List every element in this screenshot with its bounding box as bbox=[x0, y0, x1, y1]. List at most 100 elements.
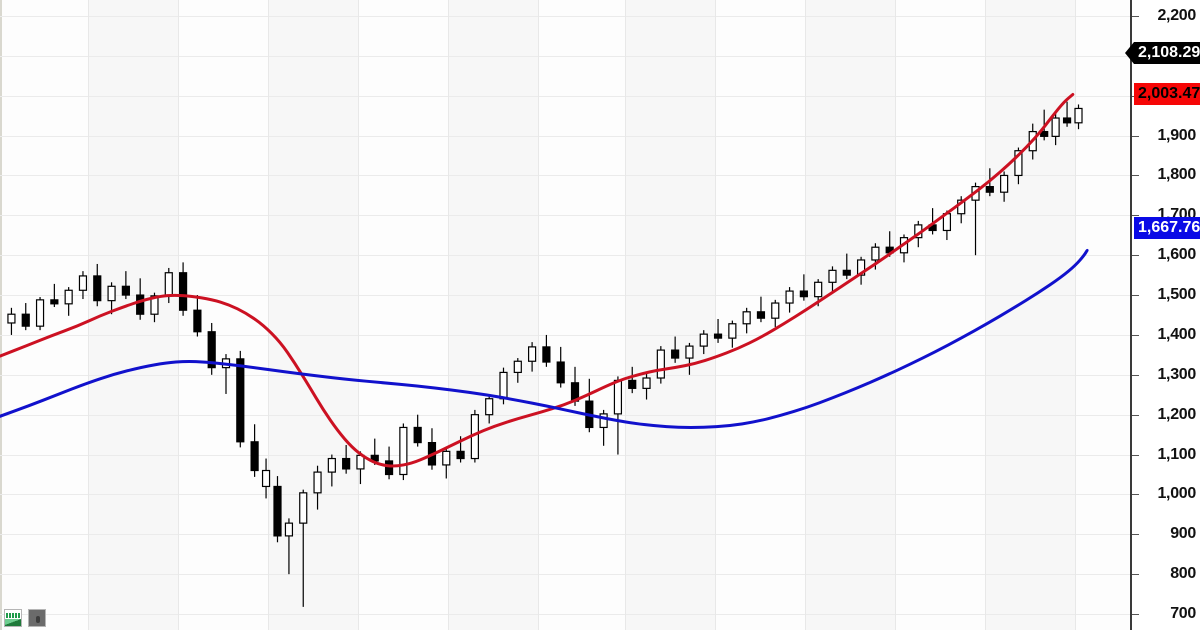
candle-body bbox=[93, 275, 102, 302]
axis-price-label: 1,900 bbox=[1157, 126, 1196, 144]
candle-body bbox=[713, 333, 723, 339]
candle-body bbox=[814, 281, 823, 298]
axis-price-label: 1,400 bbox=[1157, 325, 1196, 343]
candle-body bbox=[685, 345, 694, 359]
candle-body bbox=[756, 311, 766, 319]
gridline-vertical bbox=[538, 0, 539, 630]
candle-body bbox=[1062, 117, 1072, 124]
axis-tick bbox=[1132, 494, 1139, 496]
gridline-horizontal bbox=[0, 135, 1130, 137]
axis-price-label: 1,500 bbox=[1157, 286, 1196, 304]
gridline-horizontal bbox=[0, 175, 1130, 177]
window-icon[interactable] bbox=[28, 609, 46, 627]
gridline-vertical bbox=[178, 0, 179, 630]
axis-tick bbox=[1132, 295, 1139, 297]
candle-body bbox=[528, 346, 537, 362]
candle-body bbox=[78, 275, 88, 291]
candle-body bbox=[284, 522, 294, 537]
candle-body bbox=[136, 294, 145, 315]
gridline-horizontal bbox=[0, 334, 1130, 336]
candle-body bbox=[485, 398, 494, 416]
candle-body bbox=[742, 311, 751, 325]
gridline-vertical bbox=[88, 0, 89, 630]
candle-body bbox=[728, 323, 737, 339]
chart-document-icon[interactable] bbox=[4, 609, 22, 627]
gridline-vertical bbox=[1075, 0, 1076, 630]
taskbar-icons[interactable] bbox=[4, 609, 46, 627]
candle-body bbox=[342, 457, 351, 470]
candle-body bbox=[842, 269, 851, 276]
candle-body bbox=[513, 360, 522, 374]
axis-tick bbox=[1132, 334, 1139, 336]
axis-tick bbox=[1132, 175, 1139, 177]
candle-body bbox=[1051, 117, 1060, 137]
axis-tick bbox=[1132, 414, 1139, 416]
candle-body bbox=[21, 313, 30, 327]
shading-band bbox=[448, 0, 538, 630]
candle-body bbox=[107, 285, 116, 302]
axis-tick bbox=[1132, 534, 1139, 536]
axis-tick bbox=[1132, 135, 1139, 137]
candle-body bbox=[313, 471, 322, 494]
candle-body bbox=[785, 290, 794, 304]
candle-body bbox=[499, 371, 508, 400]
candle-body bbox=[599, 413, 608, 429]
axis-price-label: 1,600 bbox=[1157, 246, 1196, 264]
gridline-horizontal bbox=[0, 374, 1130, 376]
gridline-horizontal bbox=[0, 295, 1130, 297]
axis-price-label: 2,200 bbox=[1157, 6, 1196, 24]
candle-body bbox=[871, 246, 880, 261]
gridline-vertical bbox=[985, 0, 986, 630]
chart-plot-area[interactable] bbox=[0, 0, 1130, 630]
candle-body bbox=[250, 441, 259, 472]
price-axis-line bbox=[1130, 0, 1132, 630]
candle-body bbox=[799, 290, 808, 298]
candle-body bbox=[261, 469, 271, 488]
axis-tick bbox=[1132, 15, 1139, 17]
ma-line bbox=[0, 248, 1089, 429]
shading-band bbox=[268, 0, 358, 630]
candle-body bbox=[64, 289, 73, 305]
axis-tick bbox=[1132, 614, 1139, 616]
slow-ma-value-marker[interactable]: 1,667.76 bbox=[1134, 217, 1200, 240]
candle-body bbox=[178, 272, 188, 311]
moving-average-lines bbox=[0, 93, 1089, 468]
gridline-vertical bbox=[448, 0, 449, 630]
candle-body bbox=[399, 426, 408, 476]
gridline-horizontal bbox=[0, 494, 1130, 496]
candle-body bbox=[35, 299, 45, 327]
axis-price-label: 1,800 bbox=[1157, 166, 1196, 184]
gridline-horizontal bbox=[0, 255, 1130, 257]
price-axis[interactable]: 2,200 1,900 1,800 1,700 1,600 1,500 1,400 1,300… bbox=[1125, 0, 1200, 630]
axis-tick bbox=[1132, 574, 1139, 576]
candle-body bbox=[699, 333, 708, 347]
candle-body bbox=[1040, 130, 1049, 137]
gridline-horizontal bbox=[0, 215, 1130, 217]
gridline-vertical bbox=[715, 0, 716, 630]
candle-body bbox=[150, 295, 159, 315]
candle-body bbox=[1074, 107, 1083, 124]
ma-line bbox=[0, 93, 1075, 468]
shading-band bbox=[625, 0, 715, 630]
candle-body bbox=[613, 379, 623, 415]
gridline-vertical bbox=[895, 0, 896, 630]
candle-body bbox=[1000, 174, 1009, 193]
candle-body bbox=[985, 186, 994, 193]
candle-body bbox=[236, 358, 245, 443]
fast-ma-value-marker[interactable]: 2,003.47 bbox=[1134, 83, 1200, 106]
axis-tick bbox=[1132, 454, 1139, 456]
candle-body bbox=[1014, 150, 1023, 177]
candle-body bbox=[207, 331, 216, 369]
gridline-horizontal bbox=[0, 55, 1130, 57]
axis-price-label: 900 bbox=[1170, 525, 1196, 543]
candle-body bbox=[164, 272, 173, 297]
candle-body bbox=[193, 309, 202, 333]
candle-body bbox=[642, 377, 651, 389]
candle-body bbox=[556, 361, 565, 384]
gridline-vertical bbox=[268, 0, 269, 630]
candle-body bbox=[299, 492, 308, 524]
candle-body bbox=[456, 450, 465, 460]
last-price-marker[interactable]: 2,108.29 bbox=[1125, 41, 1200, 64]
axis-price-label: 1,100 bbox=[1157, 445, 1196, 463]
gridline-vertical bbox=[625, 0, 626, 630]
